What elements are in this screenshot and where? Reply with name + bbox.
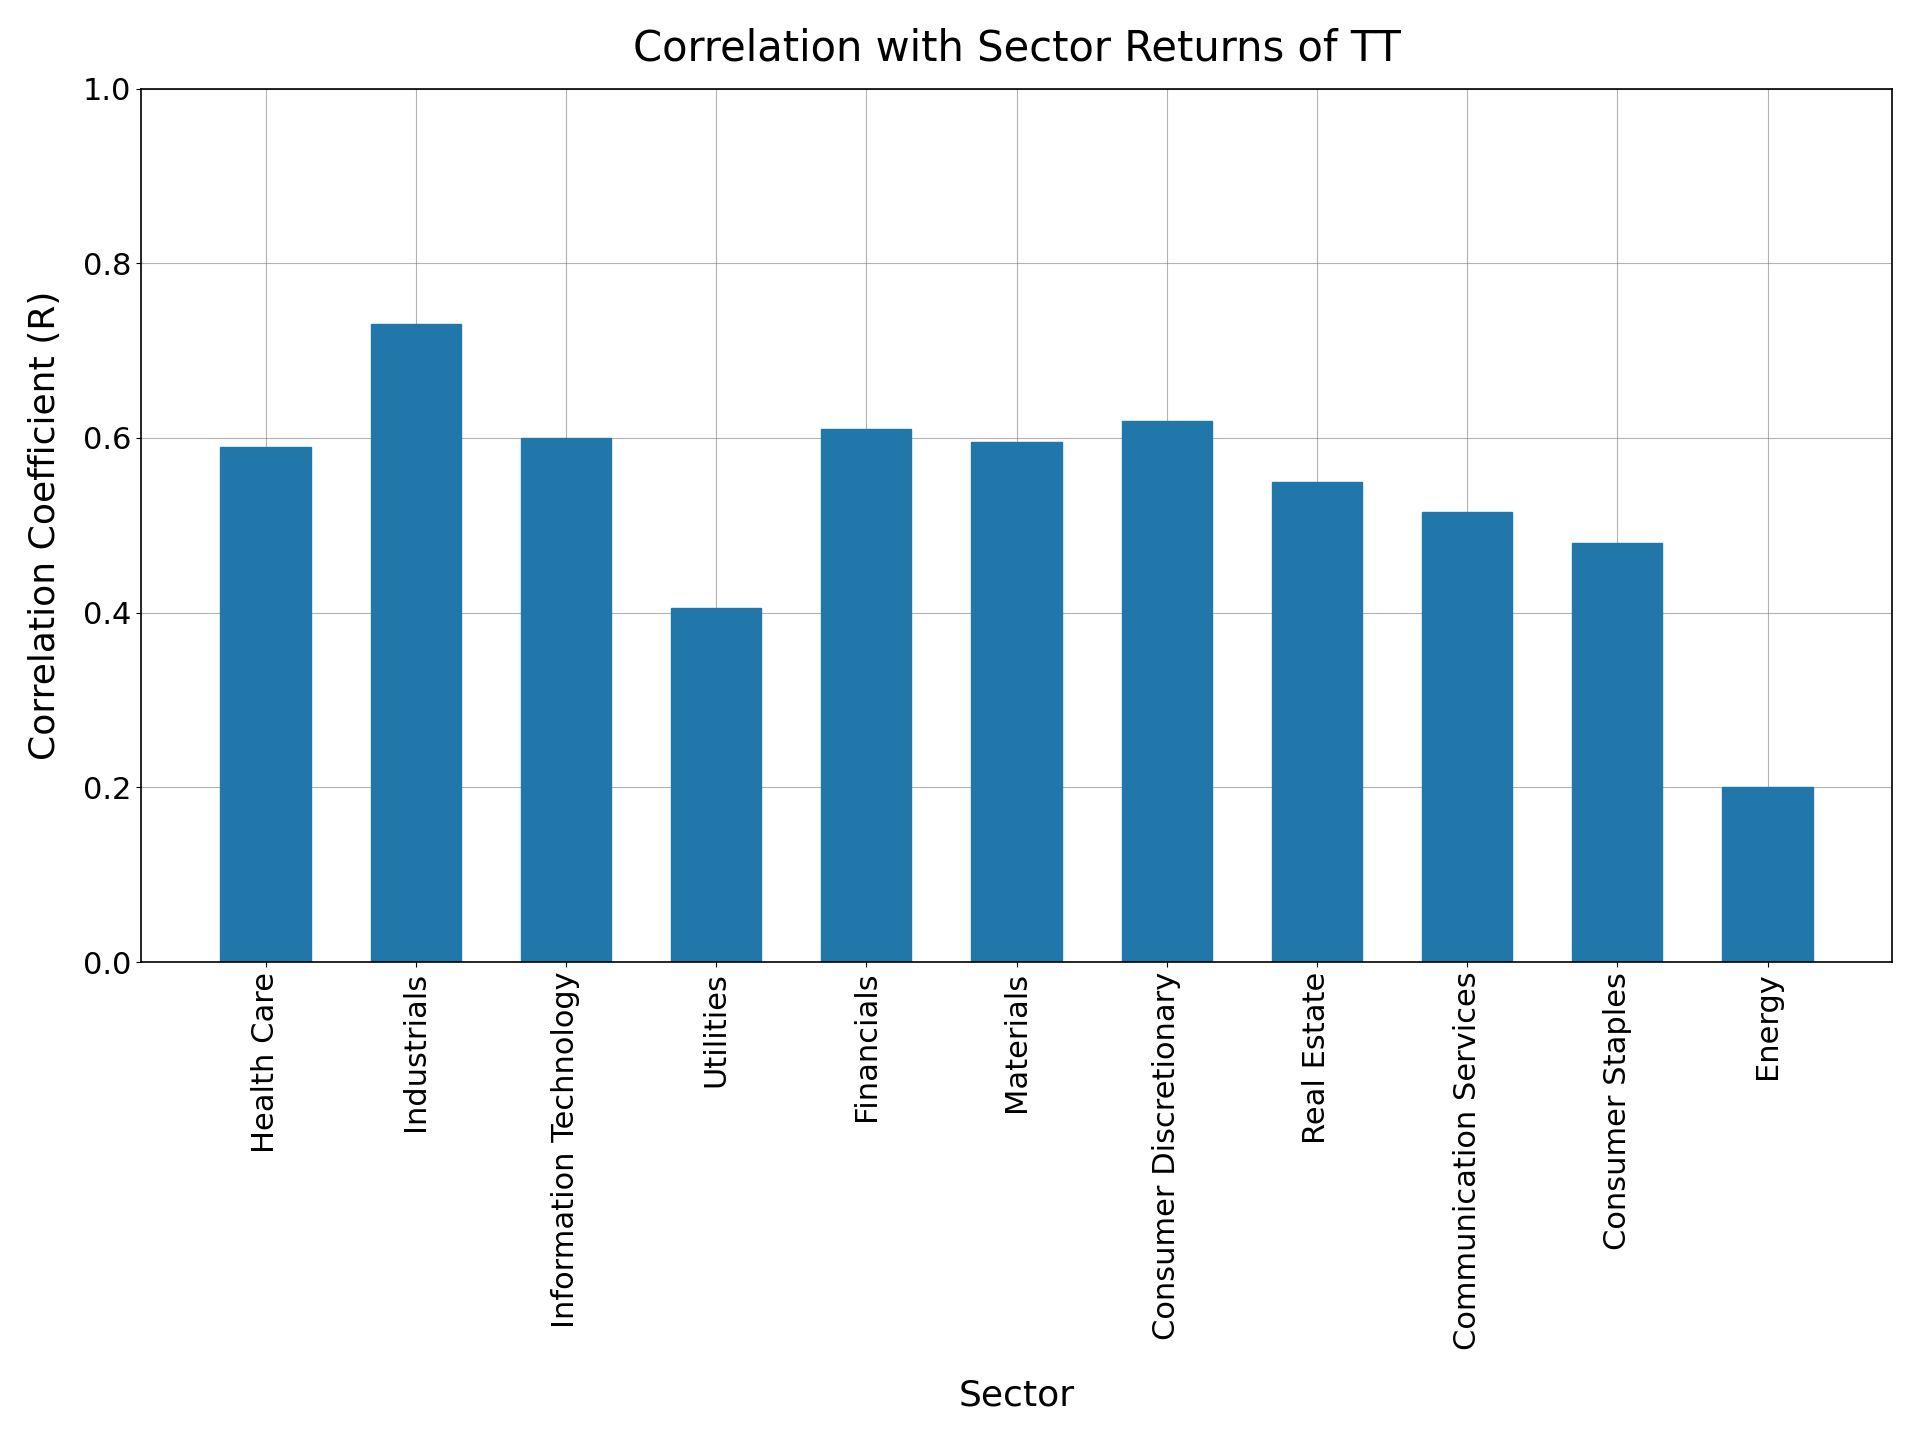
Bar xyxy=(1271,481,1361,962)
Bar xyxy=(1121,420,1212,962)
Bar xyxy=(1722,788,1812,962)
Bar xyxy=(672,608,760,962)
Bar xyxy=(1572,543,1663,962)
X-axis label: Sector: Sector xyxy=(958,1378,1075,1413)
Bar xyxy=(520,438,611,962)
Title: Correlation with Sector Returns of TT: Correlation with Sector Returns of TT xyxy=(632,27,1400,69)
Bar xyxy=(822,429,912,962)
Bar xyxy=(1423,513,1513,962)
Bar xyxy=(371,324,461,962)
Y-axis label: Correlation Coefficient (R): Correlation Coefficient (R) xyxy=(27,291,61,760)
Bar xyxy=(221,446,311,962)
Bar xyxy=(972,442,1062,962)
